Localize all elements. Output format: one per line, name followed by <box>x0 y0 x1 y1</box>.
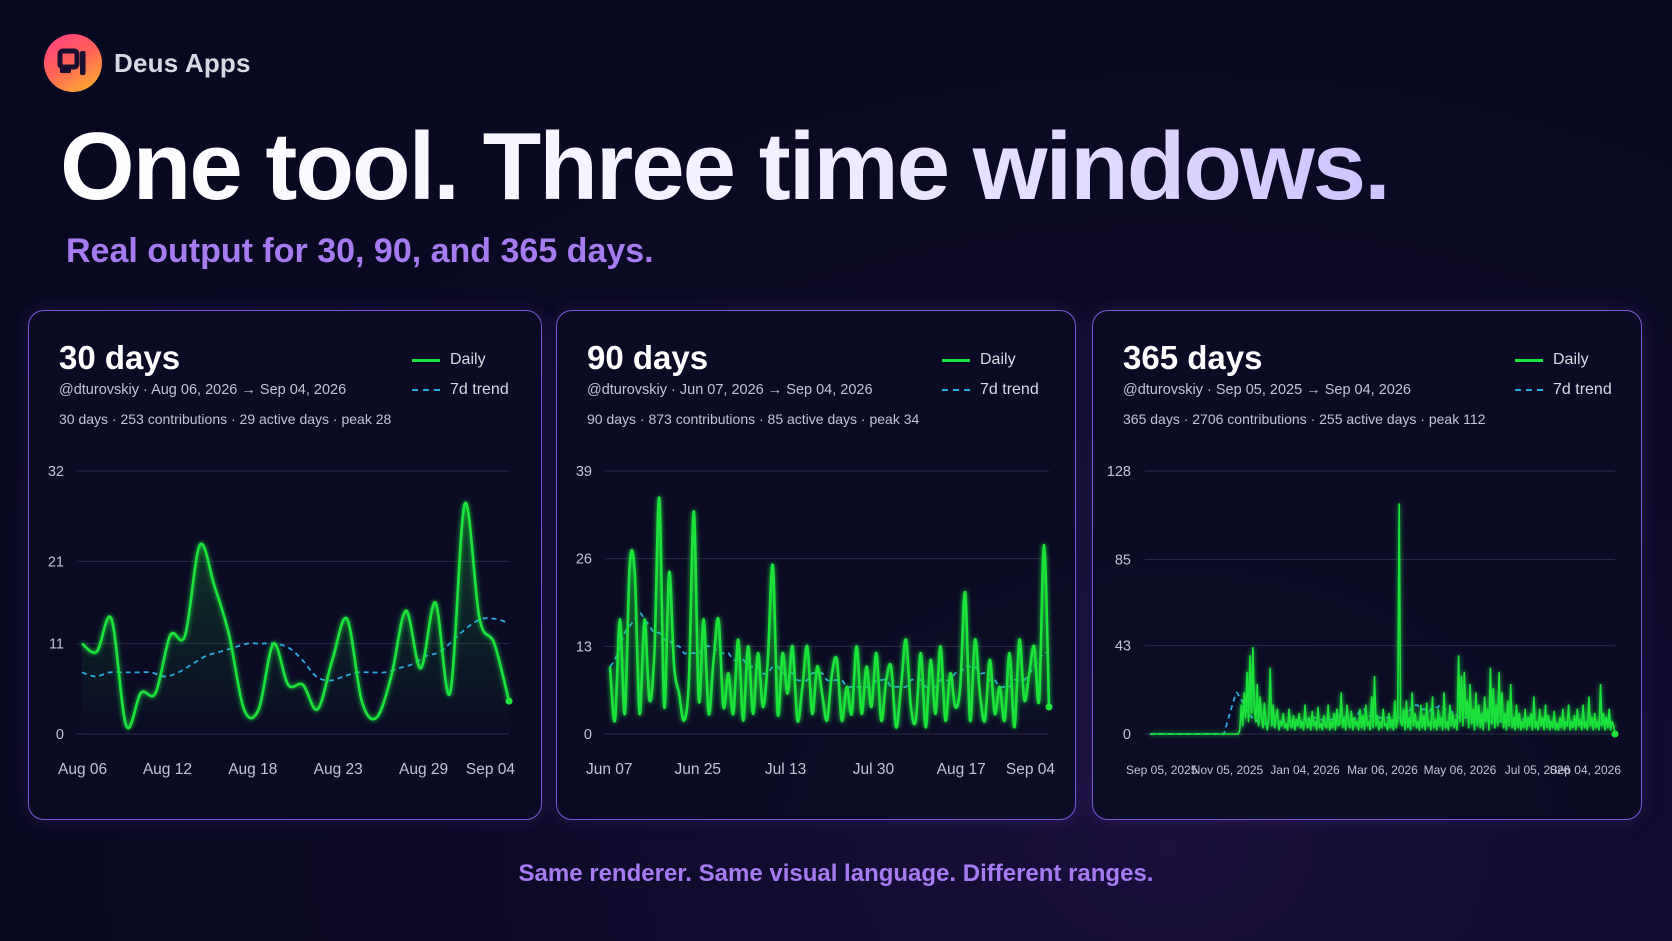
headline: One tool. Three time windows. <box>60 113 1391 220</box>
legend: Daily 7d trend <box>412 345 509 405</box>
daily-swatch <box>412 358 440 362</box>
x-tick-label: Aug 18 <box>228 761 277 778</box>
x-tick-label: Jun 07 <box>586 761 633 778</box>
legend-daily: Daily <box>412 345 509 375</box>
panel-subtitle: @dturovskiy · Jun 07, 2026 → Sep 04, 202… <box>587 382 873 398</box>
y-tick-label: 32 <box>48 464 64 480</box>
subheadline: Real output for 30, 90, and 365 days. <box>66 232 654 270</box>
y-tick-label: 0 <box>1123 727 1131 743</box>
panel-subtitle: @dturovskiy · Aug 06, 2026 → Sep 04, 202… <box>59 382 347 398</box>
legend-trend: 7d trend <box>942 375 1039 405</box>
panel-title: 365 days <box>1123 339 1263 376</box>
y-tick-label: 13 <box>576 639 592 655</box>
x-tick-label: Jul 13 <box>765 761 806 778</box>
chart-panel-90-days: 0 13 26 39 Jun 07 Jun 25 Jul 13 Jul 30 Aug 17 Sep… <box>556 310 1076 820</box>
x-tick-label: Jul 05, 2026 <box>1505 763 1571 777</box>
legend-daily: Daily <box>942 345 1039 375</box>
x-tick-label: Aug 06 <box>58 761 107 778</box>
legend-trend-label: 7d trend <box>450 381 509 398</box>
last-point-marker <box>505 697 513 705</box>
x-tick-label: Nov 05, 2025 <box>1192 763 1264 777</box>
legend: Daily 7d trend <box>942 345 1039 405</box>
y-tick-label: 11 <box>49 637 64 653</box>
trend-swatch <box>412 389 440 391</box>
x-tick-label: Aug 12 <box>143 761 192 778</box>
trend-line <box>609 611 1050 689</box>
trend-swatch <box>1515 389 1543 391</box>
brand: Deus Apps <box>44 34 251 92</box>
daily-swatch <box>1515 358 1543 362</box>
chart-30-days: 0 11 21 32 Aug 06 Aug 12 Aug 18 Aug 23 Aug 29 Sep… <box>48 464 516 778</box>
legend-trend-label: 7d trend <box>980 381 1039 398</box>
panel-title: 30 days <box>59 339 181 376</box>
x-tick-label: Aug 17 <box>937 761 986 778</box>
daily-line <box>1150 503 1616 735</box>
panel-subtitle: @dturovskiy · Sep 05, 2025 → Sep 04, 202… <box>1123 382 1411 398</box>
last-point-marker <box>1045 703 1053 711</box>
x-tick-label: Sep 04 <box>1006 761 1056 778</box>
x-tick-label: Sep 04 <box>466 761 516 778</box>
x-tick-label: Jul 30 <box>853 761 895 778</box>
chart-panel-30-days: 0 11 21 32 Aug 06 Aug 12 Aug 18 Aug 23 Aug 29 Sep… <box>28 310 542 820</box>
chart-90-days: 0 13 26 39 Jun 07 Jun 25 Jul 13 Jul 30 Aug 17 Sep… <box>576 464 1056 778</box>
trend-swatch <box>942 389 970 391</box>
y-tick-label: 0 <box>56 727 64 743</box>
brand-name: Deus Apps <box>114 47 251 78</box>
legend-daily-label: Daily <box>980 351 1016 368</box>
daily-line <box>608 496 1051 729</box>
daily-area <box>1150 503 1615 734</box>
x-tick-label: Jan 04, 2026 <box>1270 763 1340 777</box>
x-tick-label: May 06, 2026 <box>1424 763 1497 777</box>
y-tick-label: 26 <box>576 552 592 568</box>
y-tick-label: 85 <box>1115 552 1131 568</box>
x-tick-label: Sep 04, 2026 <box>1550 763 1622 777</box>
y-tick-label: 0 <box>584 727 592 743</box>
x-tick-label: Aug 23 <box>314 761 363 778</box>
x-tick-label: Jun 25 <box>675 761 722 778</box>
panel-title: 90 days <box>587 339 709 376</box>
daily-line <box>81 501 511 730</box>
y-tick-label: 21 <box>48 554 64 570</box>
panel-stats: 90 days · 873 contributions · 85 active … <box>587 411 920 427</box>
deus-apps-logo-icon <box>44 34 102 92</box>
legend: Daily 7d trend <box>1515 345 1612 405</box>
x-tick-label: Aug 29 <box>399 761 448 778</box>
last-point-marker <box>1611 730 1619 738</box>
legend-daily: Daily <box>1515 345 1612 375</box>
legend-trend: 7d trend <box>1515 375 1612 405</box>
y-tick-label: 39 <box>576 464 592 480</box>
x-tick-label: Sep 05, 2025 <box>1126 763 1198 777</box>
y-tick-label: 128 <box>1107 464 1131 480</box>
y-tick-label: 43 <box>1115 639 1131 655</box>
legend-trend-label: 7d trend <box>1553 381 1612 398</box>
legend-trend: 7d trend <box>412 375 509 405</box>
x-tick-label: Mar 06, 2026 <box>1347 763 1418 777</box>
daily-area <box>82 502 509 734</box>
footer-tagline: Same renderer. Same visual language. Dif… <box>518 860 1154 887</box>
legend-daily-label: Daily <box>1553 351 1589 368</box>
daily-swatch <box>942 358 970 362</box>
panel-stats: 30 days · 253 contributions · 29 active … <box>59 411 392 427</box>
panel-stats: 365 days · 2706 contributions · 255 acti… <box>1123 411 1486 427</box>
trend-line <box>81 617 510 682</box>
legend-daily-label: Daily <box>450 351 486 368</box>
chart-panel-365-days: 0 43 85 128 Sep 05, 2025 Nov 05, 2025 Jan 04, … <box>1092 310 1642 820</box>
